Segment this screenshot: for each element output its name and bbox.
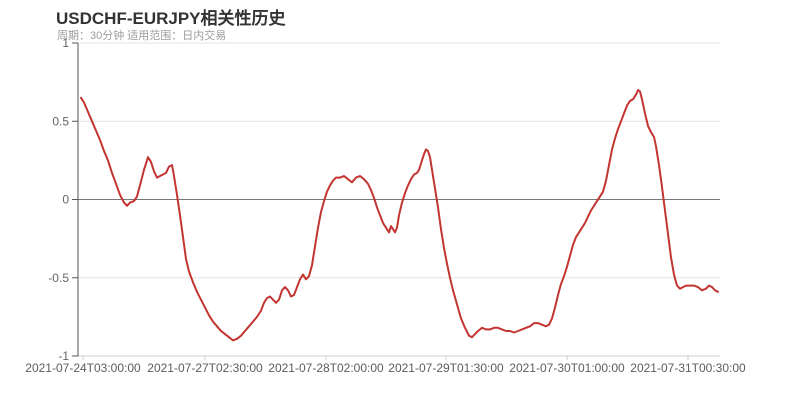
correlation-line: [80, 89, 719, 342]
x-axis-label: 2021-07-29T01:30:00: [388, 361, 504, 375]
x-axis-label: 2021-07-28T02:00:00: [268, 361, 384, 375]
chart-subtitle: 周期：30分钟 适用范围：日内交易: [57, 30, 227, 42]
y-axis-label: -0.5: [48, 271, 69, 285]
axes: [72, 42, 689, 360]
y-axis-label: 1: [62, 36, 69, 50]
y-axis-label: 0: [62, 193, 69, 207]
x-axis-label: 2021-07-27T02:30:00: [147, 361, 263, 375]
chart-title: USDCHF-EURJPY相关性历史: [56, 9, 286, 28]
y-axis-label: -1: [58, 349, 69, 363]
y-axis-label: 0.5: [52, 114, 69, 128]
correlation-series-line: [80, 89, 719, 342]
x-axis-label: 2021-07-31T00:30:00: [630, 361, 746, 375]
gridlines: [78, 42, 720, 357]
x-axis-label: 2021-07-30T01:00:00: [509, 361, 625, 375]
x-axis-label: 2021-07-24T03:00:00: [25, 361, 141, 375]
